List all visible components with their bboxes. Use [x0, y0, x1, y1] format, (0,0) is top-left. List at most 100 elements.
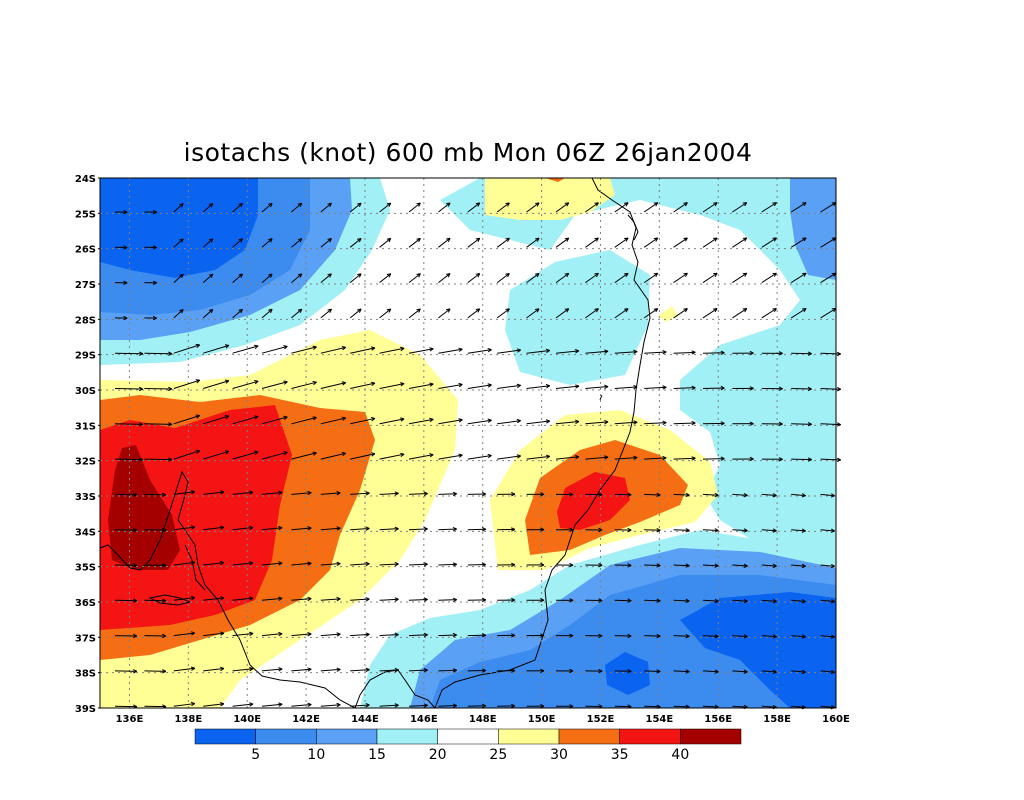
wind-vector-arrow — [790, 202, 807, 213]
wind-vector-arrow — [232, 380, 259, 389]
wind-vector-arrow — [408, 308, 421, 319]
latitude-axis-labels: 24S 25S 26S 27S 28S 29S 30S 31S 32S 33S 34S 35S 36S 3… — [75, 174, 100, 715]
wind-vector-arrow — [761, 272, 777, 284]
wind-vector-arrow — [291, 273, 303, 283]
wind-vector-arrow — [702, 308, 718, 319]
wind-vector-arrow — [497, 668, 516, 673]
wind-vector-arrow — [644, 598, 661, 603]
wind-vector-arrow — [232, 666, 254, 672]
wind-vector-arrow — [408, 347, 434, 354]
wind-vector-arrow — [114, 315, 128, 321]
longitude-label: 154E — [646, 714, 674, 725]
wind-vector-arrow — [291, 238, 303, 248]
wind-vector-arrow — [379, 346, 405, 354]
wind-vector-arrow — [291, 490, 312, 496]
wind-vector-arrow — [144, 492, 167, 497]
wind-vector-arrow — [173, 631, 196, 637]
wind-vector-arrow — [379, 452, 405, 460]
wind-vector-arrow — [732, 563, 748, 568]
wind-vector-arrow — [732, 492, 748, 498]
wind-vector-arrow — [761, 669, 777, 674]
wind-vector-arrow — [232, 344, 259, 354]
wind-vector-arrow — [702, 272, 718, 284]
wind-vector-arrow — [790, 272, 807, 284]
longitude-label: 150E — [528, 714, 556, 725]
wind-vector-arrow — [555, 419, 580, 425]
wind-vector-arrow — [114, 280, 128, 285]
wind-vector-arrow — [790, 308, 807, 319]
wind-vector-arrow — [791, 634, 806, 639]
wind-vector-arrow — [173, 203, 184, 213]
wind-vector-arrow — [644, 385, 667, 390]
wind-vector-arrow — [820, 351, 841, 357]
wind-vector-arrow — [144, 280, 157, 285]
wind-vector-arrow — [673, 456, 696, 461]
wind-vector-arrow — [202, 273, 214, 283]
wind-vector-arrow — [555, 562, 574, 568]
wind-vector-arrow — [379, 237, 392, 248]
longitude-label: 146E — [410, 714, 438, 725]
fill-35-40-southwest — [100, 405, 292, 630]
wind-vector-arrow — [144, 386, 173, 392]
wind-vector-arrow — [379, 491, 399, 496]
wind-vector-arrow — [173, 343, 201, 354]
wind-vector-arrow — [820, 669, 835, 675]
wind-vector-arrow — [350, 381, 376, 389]
legend-label: 25 — [489, 747, 507, 763]
wind-vector-arrow — [732, 634, 748, 639]
wind-vector-arrow — [114, 422, 144, 427]
wind-vector-arrow — [614, 563, 632, 568]
wind-vector-arrow — [614, 384, 638, 390]
wind-vector-arrow — [820, 422, 841, 427]
coastline-gulf-st-vincent — [184, 544, 206, 591]
wind-vector-arrow — [467, 491, 487, 497]
wind-vector-arrow — [526, 237, 540, 248]
wind-vector-arrow — [761, 493, 777, 498]
wind-vector-arrow — [320, 238, 332, 248]
wind-vector-arrow — [702, 563, 719, 568]
wind-vector-arrow — [438, 308, 451, 319]
wind-vector-arrow — [526, 202, 540, 213]
longitude-label: 138E — [174, 714, 202, 725]
wind-vector-arrow — [585, 633, 603, 638]
latitude-label: 27S — [75, 280, 96, 291]
longitude-label: 140E — [233, 714, 261, 725]
wind-vector-arrow — [467, 597, 487, 603]
wind-vector-arrow — [497, 418, 521, 425]
wind-vector-arrow — [702, 237, 718, 248]
wind-vector-arrow — [438, 562, 457, 567]
wind-vector-arrow — [791, 457, 812, 462]
wind-vector-arrow — [702, 528, 719, 533]
wind-vector-arrow — [114, 563, 138, 568]
wind-vector-arrow — [261, 345, 288, 354]
wind-vector-arrow — [173, 309, 184, 319]
wind-vector-arrow — [379, 202, 392, 213]
wind-vector-arrow — [467, 633, 487, 638]
wind-vector-arrow — [320, 702, 341, 708]
wind-vector-arrow — [467, 347, 492, 354]
longitude-label: 152E — [587, 714, 615, 725]
wind-vector-arrow — [585, 598, 603, 603]
wind-vector-arrow — [820, 272, 837, 284]
fill-30-35-north — [545, 178, 565, 182]
wind-vector-arrow — [408, 453, 434, 460]
wind-vector-arrow — [497, 527, 516, 532]
wind-vector-arrow — [291, 561, 312, 566]
wind-vector-arrow — [320, 596, 341, 602]
wind-vector-arrow — [644, 455, 667, 461]
wind-vector-arrow — [702, 634, 719, 639]
wind-vector-arrow — [820, 307, 837, 319]
wind-vector-arrow — [497, 348, 521, 354]
wind-vector-arrow — [526, 308, 540, 319]
wind-vector-arrow — [320, 491, 341, 496]
legend-label: 30 — [550, 747, 568, 763]
wind-vector-arrow — [673, 633, 690, 639]
wind-vector-arrow — [820, 528, 835, 533]
wind-vector-arrow — [350, 597, 370, 602]
wind-vector-arrow — [408, 597, 428, 602]
legend-label: 15 — [368, 747, 386, 763]
wind-vector-arrow — [791, 493, 806, 498]
wind-vector-arrow — [820, 237, 837, 248]
wind-vector-arrow — [144, 209, 157, 215]
wind-vector-arrow — [555, 349, 580, 354]
